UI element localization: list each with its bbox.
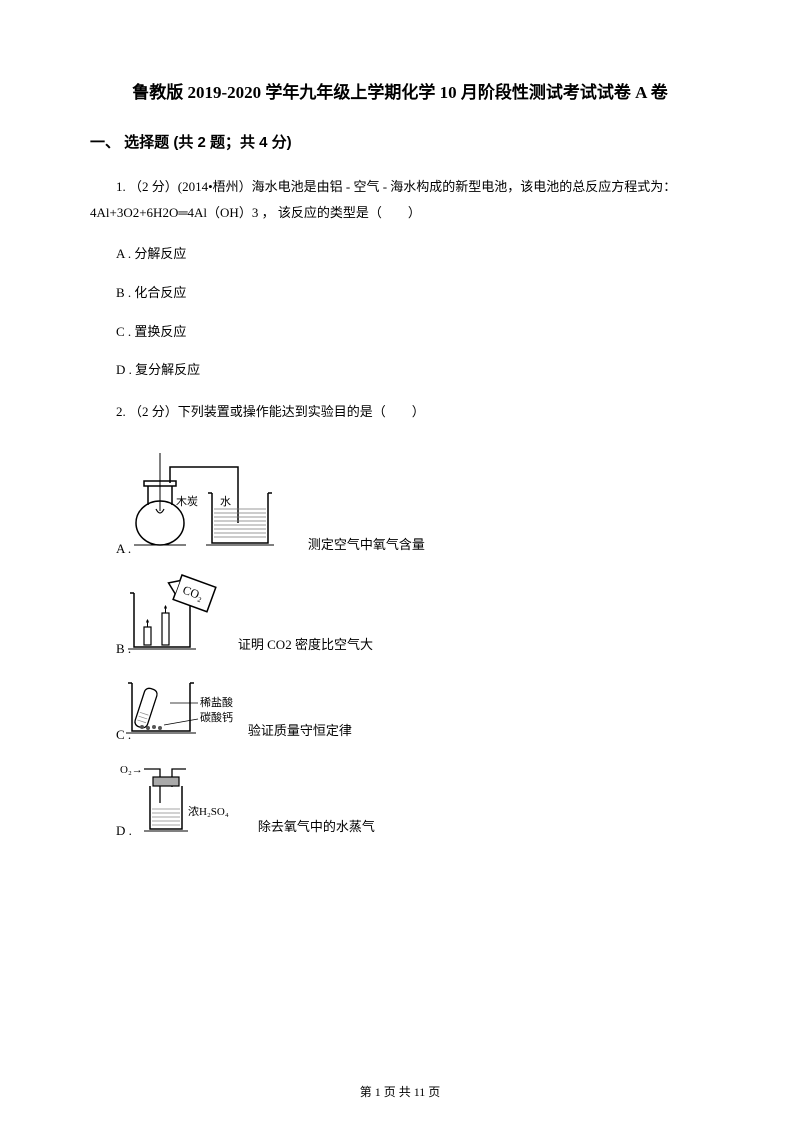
q2-c-caption: 验证质量守恒定律 — [240, 720, 352, 743]
q2-a-caption: 测定空气中氧气含量 — [300, 534, 425, 557]
label-carbonate: 碳酸钙 — [200, 710, 233, 724]
q2-b-diagram: CO₂ — [120, 573, 230, 657]
q2-stem: 2. （2 分）下列装置或操作能达到实验目的是（ ） — [90, 399, 710, 425]
q2-d-diagram: O₂→ 浓H₂SO₄ — [120, 759, 250, 839]
q1-option-a: A . 分解反应 — [90, 244, 710, 265]
label-h2so4: 浓H₂SO₄ — [188, 805, 229, 818]
q2-c-letter: C . — [90, 727, 120, 743]
q1-stem: 1. （2 分）(2014•梧州）海水电池是由铝 - 空气 - 海水构成的新型电… — [90, 174, 710, 226]
q1-option-c: C . 置换反应 — [90, 322, 710, 343]
label-o2: O₂→ — [120, 764, 143, 776]
q2-a-diagram: 木炭 水 — [120, 443, 300, 557]
q2-option-a: A . 木炭 水 — [90, 443, 710, 557]
section-1-header: 一、 选择题 (共 2 题；共 4 分) — [90, 131, 710, 152]
q2-option-b: B . CO₂ 证明 CO2 密度比空气大 — [90, 573, 710, 657]
q1-option-d: D . 复分解反应 — [90, 360, 710, 381]
q2-b-letter: B . — [90, 641, 120, 657]
q2-option-d: D . O₂→ 浓H₂SO₄ 除去氧气中的水蒸气 — [90, 759, 710, 839]
page-footer: 第 1 页 共 11 页 — [0, 1083, 800, 1100]
q2-b-caption: 证明 CO2 密度比空气大 — [230, 634, 373, 657]
q2-d-letter: D . — [90, 823, 120, 839]
q2-a-letter: A . — [90, 541, 120, 557]
q2-d-caption: 除去氧气中的水蒸气 — [250, 816, 375, 839]
exam-title: 鲁教版 2019-2020 学年九年级上学期化学 10 月阶段性测试考试试卷 A… — [90, 78, 710, 103]
q1-option-b: B . 化合反应 — [90, 283, 710, 304]
q2-c-diagram: 稀盐酸 碳酸钙 — [120, 673, 240, 743]
label-water: 水 — [220, 495, 231, 508]
label-hcl: 稀盐酸 — [200, 695, 233, 709]
label-charcoal: 木炭 — [176, 495, 198, 508]
q2-option-c: C . 稀盐酸 碳酸钙 验证质量守恒定律 — [90, 673, 710, 743]
